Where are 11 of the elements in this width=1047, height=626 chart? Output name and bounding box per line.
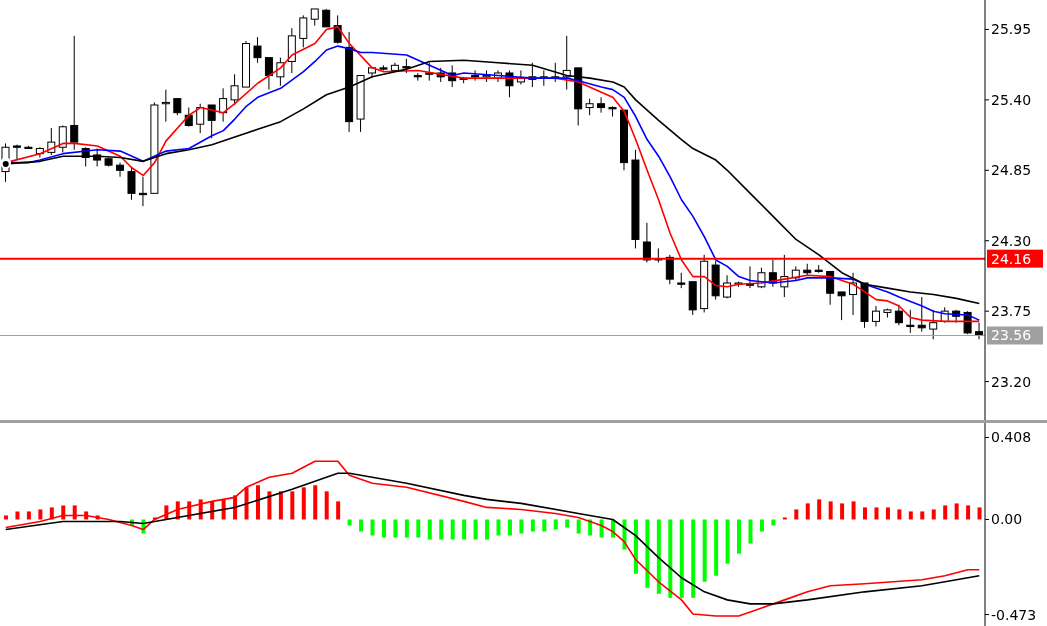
y-tick-label: 24.85 — [991, 162, 1032, 179]
y-tick-label: 25.40 — [991, 91, 1032, 108]
ref-line-label: 24.16 — [991, 250, 1032, 267]
y-tick-label: -0.473 — [991, 606, 1037, 623]
y-tick-label: 0.00 — [991, 511, 1023, 528]
y-tick-label: 23.20 — [991, 373, 1032, 390]
ref-line-label: 23.56 — [991, 327, 1032, 344]
y-tick-label: 23.75 — [991, 303, 1032, 320]
y-tick-label: 24.30 — [991, 232, 1032, 249]
y-tick-label: 0.408 — [991, 429, 1032, 446]
y-tick-label: 25.95 — [991, 21, 1032, 38]
